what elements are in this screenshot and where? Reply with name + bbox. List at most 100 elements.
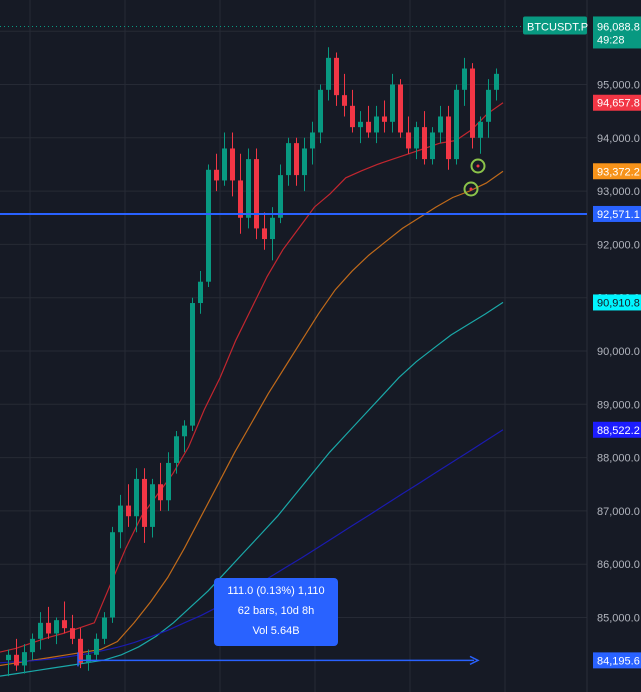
candle-body	[46, 622, 51, 634]
candle	[14, 638, 19, 671]
countdown-label: 49:28	[597, 34, 625, 46]
candle-body	[446, 116, 451, 160]
symbol-tag[interactable]: BTCUSDT.P	[523, 16, 588, 35]
price-tag-last[interactable]: 96,088.849:28	[593, 16, 641, 49]
candle	[382, 100, 387, 133]
candle-body	[494, 73, 499, 90]
symbol-tag-bg	[523, 16, 587, 35]
price-tag-ma-navy[interactable]: 88,522.2	[593, 421, 641, 438]
measure-bars: 62 bars, 10d 8h	[237, 605, 315, 617]
price-tag-label: 90,910.8	[597, 297, 640, 309]
measure-volume: Vol 5.64B	[252, 625, 300, 637]
candle-body	[454, 89, 459, 160]
candle-body	[110, 532, 115, 618]
candle-body	[254, 159, 259, 229]
candle	[30, 633, 35, 661]
candle-body	[142, 478, 147, 527]
candle	[358, 111, 363, 144]
candle	[342, 73, 347, 117]
candle	[6, 649, 11, 677]
candle	[150, 478, 155, 538]
candle	[214, 153, 219, 192]
candle	[54, 617, 59, 645]
y-tick-label: 94,000.0	[597, 133, 640, 145]
candle	[246, 148, 251, 229]
candle	[398, 79, 403, 138]
candle	[310, 121, 315, 165]
candle-body	[366, 121, 371, 133]
candle-body	[438, 116, 443, 133]
measure-arrowhead	[469, 655, 480, 666]
candle	[94, 633, 99, 661]
price-tag-label: 84,195.6	[597, 655, 640, 667]
candle	[438, 105, 443, 144]
overlays	[0, 25, 587, 667]
candle-body	[118, 505, 123, 533]
candle	[198, 271, 203, 314]
candle	[294, 137, 299, 186]
candle-body	[310, 132, 315, 149]
candle-body	[302, 148, 307, 176]
candle-body	[182, 425, 187, 437]
candle-body	[294, 143, 299, 176]
candle-body	[6, 654, 11, 661]
candle-body	[238, 180, 243, 218]
candle-body	[270, 217, 275, 240]
y-tick-label: 86,000.0	[597, 559, 640, 571]
y-tick-label: 92,000.0	[597, 239, 640, 251]
candle-body	[198, 281, 203, 304]
candle-body	[350, 105, 355, 128]
price-tag-label: 93,372.2	[597, 166, 640, 178]
price-tag-bg	[593, 205, 641, 222]
candle-body	[478, 121, 483, 138]
candle-body	[158, 484, 163, 501]
candle	[174, 430, 179, 474]
candle	[110, 526, 115, 623]
candle-body	[190, 303, 195, 426]
candle-body	[134, 478, 139, 517]
price-tag-bg	[593, 163, 641, 180]
candle	[78, 628, 83, 669]
measure-change: 111.0 (0.13%) 1,110	[227, 585, 325, 597]
candle	[262, 212, 267, 250]
price-tag-ma-cyan[interactable]: 90,910.8	[593, 294, 641, 311]
candle-body	[342, 95, 347, 106]
price-tag-range-start[interactable]: 84,195.6	[593, 652, 641, 669]
candle-body	[86, 654, 91, 663]
candle	[270, 207, 275, 261]
candle-body	[174, 436, 179, 463]
y-tick-label: 95,000.0	[597, 80, 640, 92]
candle-body	[374, 116, 379, 133]
price-tag-hline[interactable]: 92,571.1	[593, 205, 641, 222]
signal-marker-dot	[476, 164, 480, 168]
price-tag-ma-orange[interactable]: 93,372.2	[593, 163, 641, 180]
candle	[446, 105, 451, 170]
candle	[374, 105, 379, 144]
candle-body	[246, 159, 251, 218]
price-tag-bg	[593, 652, 641, 669]
candle	[390, 73, 395, 133]
candle-body	[278, 175, 283, 218]
candle	[70, 614, 75, 645]
candle	[334, 52, 339, 106]
candle	[238, 153, 243, 234]
y-tick-label: 88,000.0	[597, 453, 640, 465]
measure-box[interactable]: 111.0 (0.13%) 1,110 62 bars, 10d 8h Vol …	[214, 578, 338, 646]
candle-body	[214, 169, 219, 181]
candle	[158, 462, 163, 511]
candle-body	[406, 132, 411, 149]
price-tag-ma-red[interactable]: 94,657.8	[593, 94, 641, 111]
candle-body	[422, 127, 427, 160]
candle	[470, 63, 475, 149]
candle-body	[70, 628, 75, 639]
price-tag-label: 88,522.2	[597, 425, 640, 437]
price-axis[interactable]: 95,000.094,000.093,000.092,000.091,000.0…	[523, 16, 641, 669]
candle-body	[358, 121, 363, 128]
ma-cyan-line	[0, 301, 504, 677]
candle	[486, 79, 491, 138]
candle-body	[62, 620, 67, 629]
candle-body	[398, 84, 403, 133]
price-tag-label: 94,657.8	[597, 98, 640, 110]
